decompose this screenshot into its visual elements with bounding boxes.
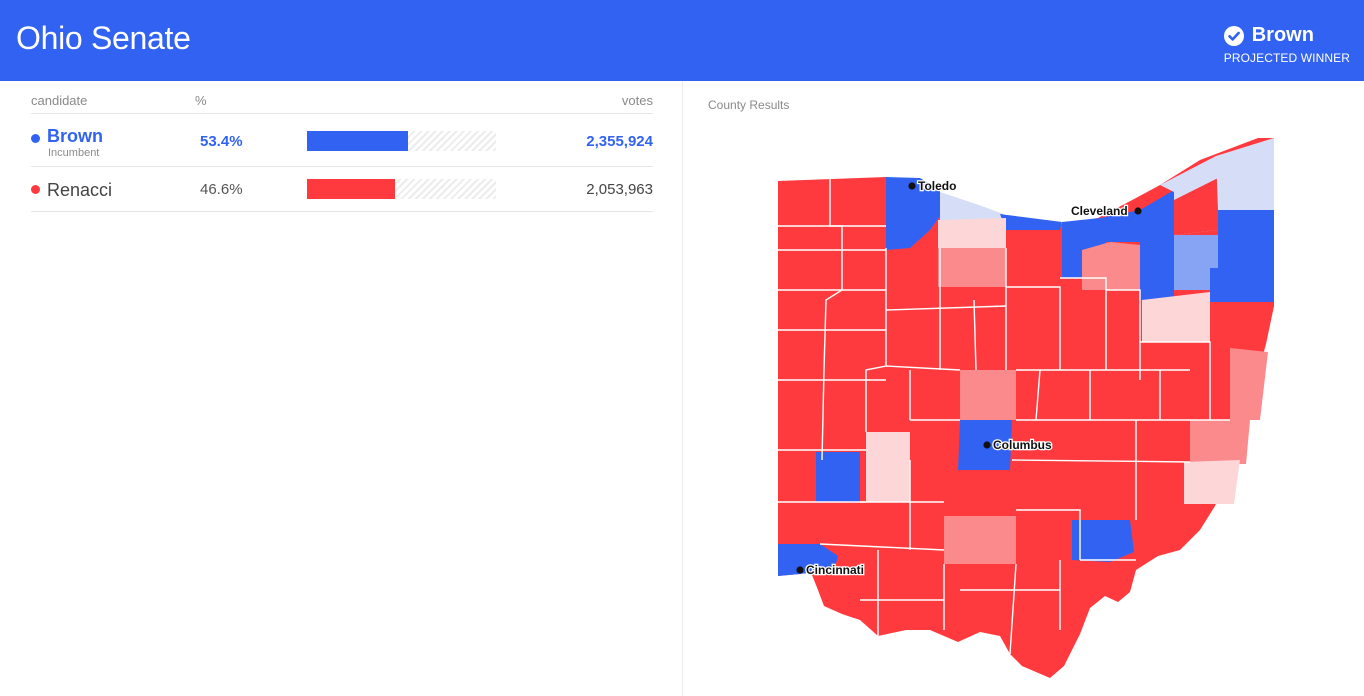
map-label: County Results [708, 98, 790, 112]
city-toledo: Toledo [918, 179, 956, 193]
check-circle-icon [1223, 25, 1244, 46]
ohio-county-map: Toledo Cleveland Columbus Cincinnati [778, 138, 1274, 678]
city-markers: Toledo Cleveland Columbus Cincinnati [796, 178, 1142, 578]
candidate-percent: 46.6% [200, 181, 243, 198]
candidate-votes: 2,053,963 [586, 181, 653, 198]
county-jefferson [1230, 348, 1268, 420]
table-header: candidate % votes [31, 81, 653, 114]
county-seneca [938, 248, 1006, 287]
page-title: Ohio Senate [16, 20, 191, 56]
city-cleveland: Cleveland [1071, 204, 1128, 218]
county-erie [1000, 214, 1062, 230]
county-portage [1174, 235, 1218, 290]
header: Ohio Senate Brown PROJECTED WINNER [0, 0, 1364, 81]
candidate-percent: 53.4% [200, 133, 243, 150]
county-mahoning [1210, 268, 1274, 302]
county-sandusky [938, 218, 1006, 248]
city-columbus: Columbus [993, 438, 1052, 452]
column-candidate: candidate [31, 93, 88, 108]
county-belmont [1190, 420, 1250, 464]
county-medina [1082, 242, 1140, 290]
projected-winner: Brown PROJECTED WINNER [1223, 24, 1350, 65]
county-hamilton [778, 544, 838, 576]
vote-bar-fill [307, 179, 396, 199]
county-borders [778, 177, 1230, 655]
column-votes: votes [621, 93, 653, 108]
candidate-subtitle: Incumbent [48, 147, 100, 159]
county-monroe [1184, 460, 1240, 504]
county-lucas [886, 177, 940, 250]
party-dot [31, 134, 40, 143]
candidate-votes: 2,355,924 [586, 133, 653, 150]
county-trumbull [1218, 210, 1274, 268]
column-percent: % [195, 93, 207, 108]
county-athens [1072, 520, 1134, 562]
county-ashtabula [1216, 138, 1274, 210]
winner-name: Brown [1251, 24, 1314, 46]
panel-divider [682, 81, 683, 696]
winner-status: PROJECTED WINNER [1223, 51, 1350, 65]
candidate-name: Renacci [47, 180, 113, 200]
results-table: candidate % votes Brown Incumbent 53.4% … [31, 81, 653, 212]
vote-bar [307, 179, 496, 199]
candidate-name: Brown [47, 126, 103, 146]
county-cuyahoga [1100, 190, 1174, 242]
county-darke [866, 432, 910, 502]
candidate-row-brown: Brown Incumbent 53.4% 2,355,924 [31, 114, 653, 167]
vote-bar [307, 131, 496, 151]
party-dot [31, 185, 40, 194]
county-stark [1142, 292, 1210, 342]
county-geauga [1174, 178, 1218, 235]
lake-erie [920, 176, 1022, 215]
candidate-row-renacci: Renacci 46.6% 2,053,963 [31, 167, 653, 212]
county-ross [944, 516, 1016, 564]
county-ottawa [940, 192, 1010, 222]
county-montgomery [816, 452, 860, 502]
county-knox [960, 370, 1016, 420]
vote-bar-fill [307, 131, 408, 151]
county-summit [1140, 235, 1174, 300]
city-cincinnati: Cincinnati [806, 563, 864, 577]
